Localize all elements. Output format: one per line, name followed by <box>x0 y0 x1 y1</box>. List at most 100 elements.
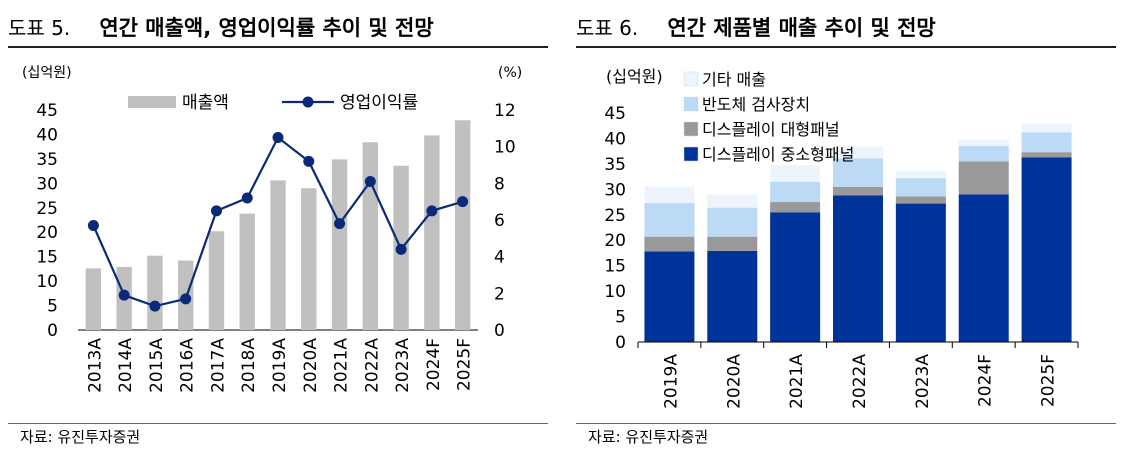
y-tick-label: 30 <box>604 180 626 200</box>
y-left-tick-label: 5 <box>47 297 58 317</box>
bar-segment <box>895 203 946 342</box>
bar-segment <box>833 195 883 342</box>
footer-divider <box>8 423 548 424</box>
legend-swatch <box>683 96 699 112</box>
panel-product-sales: 도표 6. 연간 제품별 매출 추이 및 전망 (십억원) 0 5 10 15 20 25 3… <box>568 0 1124 452</box>
bar-sales <box>208 231 225 330</box>
x-tick-label: 2022A <box>362 338 382 393</box>
bar-segment <box>833 186 883 196</box>
legend-label-sales: 매출액 <box>182 93 229 113</box>
bar-segment <box>958 161 1009 195</box>
y-left-tick-label: 45 <box>36 101 58 121</box>
bar-segment <box>895 196 946 204</box>
y-left-tick-label: 10 <box>36 272 58 292</box>
y-right-tick-label: 12 <box>494 101 516 121</box>
margin-point <box>303 155 315 167</box>
figure-label: 도표 6. <box>576 16 639 40</box>
x-tick-label: 2023A <box>913 354 933 409</box>
x-tick-label: 2021A <box>787 354 807 409</box>
x-tick-label: 2019A <box>270 338 290 393</box>
x-tick-label: 2021A <box>332 338 352 393</box>
x-tick-label: 2017A <box>208 338 228 393</box>
source-note: 자료: 유진투자증권 <box>588 428 709 446</box>
bar-segment <box>644 251 695 342</box>
x-tick-label: 2023A <box>393 338 413 393</box>
y-tick-label: 40 <box>604 129 626 149</box>
y-tick-label: 35 <box>604 155 626 175</box>
bar-segment <box>770 164 821 182</box>
figure-label: 도표 5. <box>8 16 71 40</box>
bar-sales <box>147 255 163 330</box>
margin-point <box>87 220 99 231</box>
legend-swatch <box>683 146 699 162</box>
y-tick-label: 5 <box>615 308 626 328</box>
legend-label: 디스플레이 대형패널 <box>702 120 840 139</box>
chart-title: 연간 매출액, 영업이익률 추이 및 전망 <box>99 16 434 40</box>
x-tick-label: 2013A <box>85 338 105 393</box>
y-tick-label: 10 <box>604 282 626 302</box>
x-tick-label: 2020A <box>724 354 744 409</box>
y-right-tick-label: 2 <box>494 284 505 304</box>
x-tick-label: 2024F <box>976 354 996 407</box>
margin-point <box>334 218 346 230</box>
x-tick-label: 2016A <box>178 338 198 393</box>
bar-segment <box>707 236 758 251</box>
margin-point <box>180 293 192 305</box>
y-left-tick-label: 25 <box>36 199 58 219</box>
y-right-tick-label: 4 <box>494 248 505 268</box>
figure-header: 도표 6. 연간 제품별 매출 추이 및 전망 <box>576 12 936 42</box>
x-tick-label: 2015A <box>147 338 167 393</box>
legend-swatch <box>683 121 699 137</box>
legend-swatch-margin-point <box>302 96 314 108</box>
bar-segment <box>707 207 758 237</box>
bar-segment <box>958 194 1009 342</box>
bar-sales <box>239 213 255 330</box>
margin-point <box>364 176 376 187</box>
y-unit: (십억원) <box>606 67 663 86</box>
x-tick-label: 2018A <box>239 338 259 393</box>
y-tick-label: 0 <box>615 333 626 353</box>
x-tick-label: 2025F <box>455 338 475 391</box>
header-divider <box>576 46 1116 48</box>
margin-point <box>210 205 222 217</box>
y-left-tick-label: 15 <box>36 248 58 268</box>
product-sales-chart: (십억원) 0 5 10 15 20 25 30 35 40 45 2019A 2020A 2021A 20… <box>604 67 1079 409</box>
legend-swatch-sales <box>128 96 176 108</box>
bar-segment <box>958 139 1009 147</box>
bar-sales <box>301 188 317 330</box>
margin-point <box>149 300 161 312</box>
y-tick-label: 15 <box>604 257 626 277</box>
x-tick-label: 2025F <box>1039 354 1059 407</box>
bar-segment <box>707 194 758 208</box>
y-tick-label: 20 <box>604 231 626 251</box>
margin-point <box>241 192 253 204</box>
y-left-tick-label: 0 <box>47 321 58 341</box>
x-tick-label: 2014A <box>116 338 136 393</box>
bar-segment <box>707 250 758 342</box>
y-tick-label: 45 <box>604 104 626 124</box>
margin-point <box>395 243 407 255</box>
y-left-unit: (십억원) <box>22 65 72 81</box>
bar-segment <box>895 170 946 179</box>
bar-segment <box>1021 123 1072 133</box>
bar-sales <box>331 159 348 330</box>
y-left-tick-label: 20 <box>36 223 58 243</box>
source-note: 자료: 유진투자증권 <box>20 428 141 446</box>
bar-segment <box>833 146 883 159</box>
y-left-tick-label: 40 <box>36 125 58 145</box>
y-right-tick-label: 8 <box>494 174 505 194</box>
bar-segment <box>1021 157 1072 342</box>
x-tick-label: 2022A <box>850 354 870 409</box>
legend-swatch <box>683 71 699 87</box>
bar-segment <box>833 158 883 187</box>
y-left-tick-label: 35 <box>36 150 58 170</box>
margin-point <box>426 205 438 217</box>
bar-sales <box>85 268 102 330</box>
y-right-tick-label: 6 <box>494 211 505 231</box>
y-right-tick-label: 0 <box>494 321 505 341</box>
legend-label: 반도체 검사장치 <box>702 95 810 114</box>
bar-sales <box>270 180 286 330</box>
y-right-tick-label: 10 <box>494 138 516 158</box>
bar-segment <box>770 202 821 213</box>
margin-point <box>272 132 284 143</box>
